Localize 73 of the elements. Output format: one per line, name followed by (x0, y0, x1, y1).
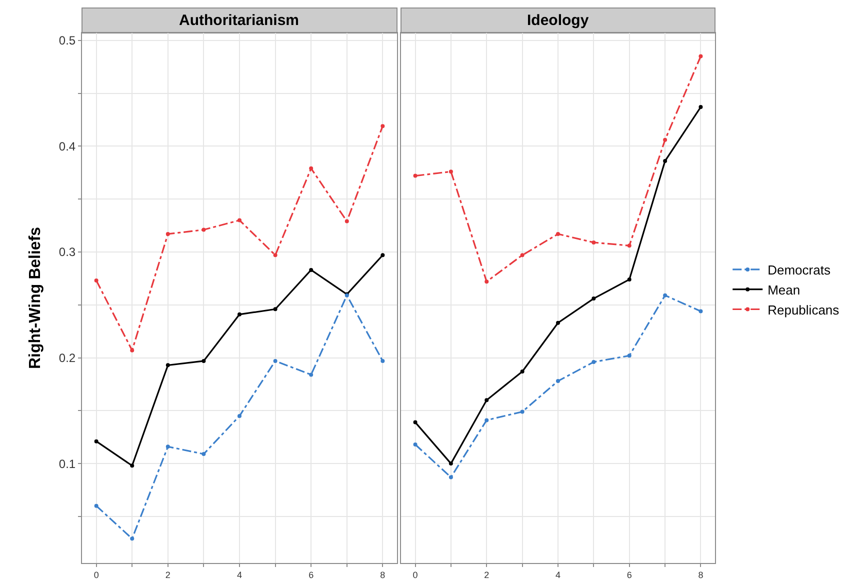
point (238, 312, 242, 316)
point (166, 363, 170, 368)
y-tick-label: 0.5 (58, 34, 76, 48)
point (663, 159, 668, 163)
x-tick-label: 4 (555, 570, 561, 579)
point (202, 452, 206, 456)
point (448, 475, 453, 480)
y-tick-label: 0.2 (58, 350, 76, 365)
point (380, 124, 385, 128)
point (698, 105, 703, 110)
y-axis-title: Right-Wing Beliefs (26, 226, 44, 370)
point (130, 536, 134, 541)
point (273, 358, 278, 363)
point (484, 418, 489, 422)
y-tick-label: 0.1 (58, 456, 76, 471)
point (413, 174, 418, 178)
point (94, 439, 98, 444)
point (238, 218, 242, 222)
point (380, 358, 385, 363)
y-tick-label: 0.4 (58, 139, 76, 154)
point (484, 280, 489, 284)
legend-label: Mean (768, 282, 800, 298)
point (413, 420, 418, 424)
x-tick-label: 8 (380, 570, 386, 579)
point (556, 232, 560, 236)
point (413, 442, 418, 447)
x-tick-label: 2 (484, 570, 490, 579)
point (627, 277, 632, 282)
x-tick-label: 8 (698, 570, 704, 579)
point (273, 253, 278, 258)
point (273, 307, 278, 312)
point (592, 240, 596, 244)
point (556, 379, 560, 384)
point (130, 348, 134, 352)
point (556, 320, 560, 325)
legend-label: Republicans (768, 302, 840, 318)
point (344, 219, 349, 224)
point (130, 464, 134, 468)
point (202, 358, 206, 363)
chart-title: Authoritarianism (179, 12, 300, 29)
point (484, 398, 489, 402)
point (448, 462, 453, 466)
point (166, 232, 170, 236)
x-tick-label: 0 (412, 570, 418, 579)
point (520, 370, 524, 374)
legend-label: Democrats (768, 262, 831, 278)
point (627, 244, 632, 248)
point (309, 372, 314, 377)
y-tick-label: 0.3 (58, 245, 76, 260)
x-tick-label: 4 (236, 570, 242, 579)
point (238, 414, 242, 418)
x-tick-label: 6 (626, 570, 632, 579)
point (448, 170, 453, 174)
x-tick-label: 2 (165, 570, 170, 579)
point (663, 138, 668, 142)
point (592, 296, 596, 301)
point (94, 278, 98, 283)
point (698, 309, 703, 314)
point (663, 293, 668, 298)
chart-title: Ideology (527, 12, 590, 29)
point (166, 444, 170, 449)
point (698, 54, 703, 58)
point (520, 410, 524, 414)
x-tick-label: 6 (308, 570, 314, 579)
x-tick-label: 0 (94, 570, 99, 579)
point (380, 253, 385, 258)
point (94, 504, 98, 508)
point (627, 354, 632, 358)
point (309, 166, 314, 170)
point (520, 253, 524, 258)
point (592, 360, 596, 364)
point (202, 228, 206, 232)
point (309, 268, 314, 272)
